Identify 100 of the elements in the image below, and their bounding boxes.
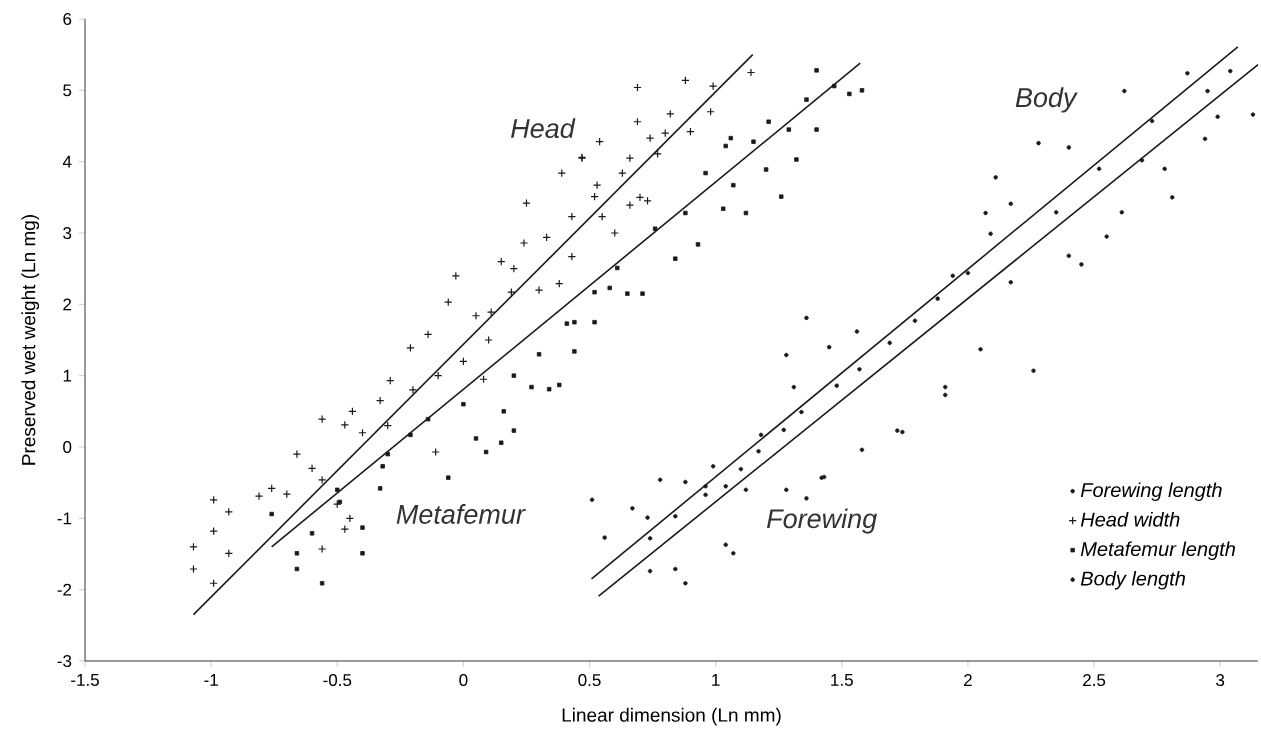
point [657,477,663,483]
point [988,231,993,236]
point [673,514,678,519]
point [703,492,708,497]
point [1036,140,1041,146]
point [723,542,728,547]
point [834,383,839,388]
point [511,373,517,378]
point [799,409,804,415]
point [683,479,688,485]
x-tick-label: -0.5 [323,674,352,687]
point [814,68,819,73]
point [1139,158,1145,163]
y-tick-label: 2 [63,298,72,311]
y-tick-label: 5 [63,84,72,97]
x-tick-label: 2.5 [1083,674,1106,687]
point [1104,234,1109,239]
point [710,464,716,469]
point [557,382,562,388]
y-axis-title: Preserved wet weight (Ln mg) [21,215,40,465]
point [758,432,764,438]
point [978,347,983,352]
x-tick-label: 3 [1216,674,1225,687]
point [965,270,971,276]
point [607,285,612,291]
point [408,432,413,438]
point [847,91,852,97]
point [683,210,688,216]
point [294,551,300,556]
y-tick-label: 0 [63,441,72,454]
point [912,318,918,323]
point [1215,114,1220,119]
point [652,226,658,231]
point [784,487,789,492]
point [756,449,761,454]
y-tick-label: -2 [57,583,72,596]
point [385,451,390,457]
annotation: Body [1015,87,1078,113]
point [1149,118,1155,124]
y-tick-label: 6 [63,13,72,26]
point [832,83,837,89]
x-tick-label: 0.5 [578,674,601,687]
point [640,291,645,296]
point [446,475,451,480]
point [645,515,650,520]
point [1170,195,1175,200]
point [1008,201,1014,206]
point [499,440,504,445]
annotation: Metafemur [396,504,526,524]
point [1008,280,1014,285]
point [854,329,860,334]
point [1066,253,1072,259]
point [511,428,517,433]
point [529,384,534,390]
point [781,427,786,433]
point [564,321,570,326]
point [943,384,948,390]
point [703,170,708,176]
point [319,581,325,586]
point [546,387,552,392]
point [786,127,792,132]
legend-label: Head width [1080,511,1180,527]
point [673,566,678,572]
point [683,581,688,586]
point [731,183,736,188]
point [983,210,988,216]
point [360,551,365,556]
point [821,474,827,480]
point [728,135,733,141]
point [1228,68,1233,74]
point [804,315,809,321]
x-tick-label: 0 [459,674,468,687]
point [269,511,274,517]
legend-label: Metafemur length [1080,541,1235,561]
point [895,428,900,433]
point [425,416,431,422]
point [1079,262,1084,267]
point [743,487,749,492]
point [589,497,595,502]
point [950,273,955,279]
x-tick-label: -1.5 [71,674,99,686]
point [615,265,620,271]
point [592,290,597,295]
y-tick-label: -3 [57,654,72,668]
point [1202,136,1208,142]
point [703,484,708,489]
point [309,531,315,536]
y-tick-label: 1 [63,369,72,382]
point [1066,145,1072,150]
point [887,340,892,346]
point [483,449,489,455]
point [731,551,736,556]
point [647,536,653,541]
point [804,97,809,102]
point [943,392,948,398]
point [380,464,385,469]
point [461,402,466,407]
point [791,384,797,390]
point [779,194,784,199]
point [1162,166,1167,172]
